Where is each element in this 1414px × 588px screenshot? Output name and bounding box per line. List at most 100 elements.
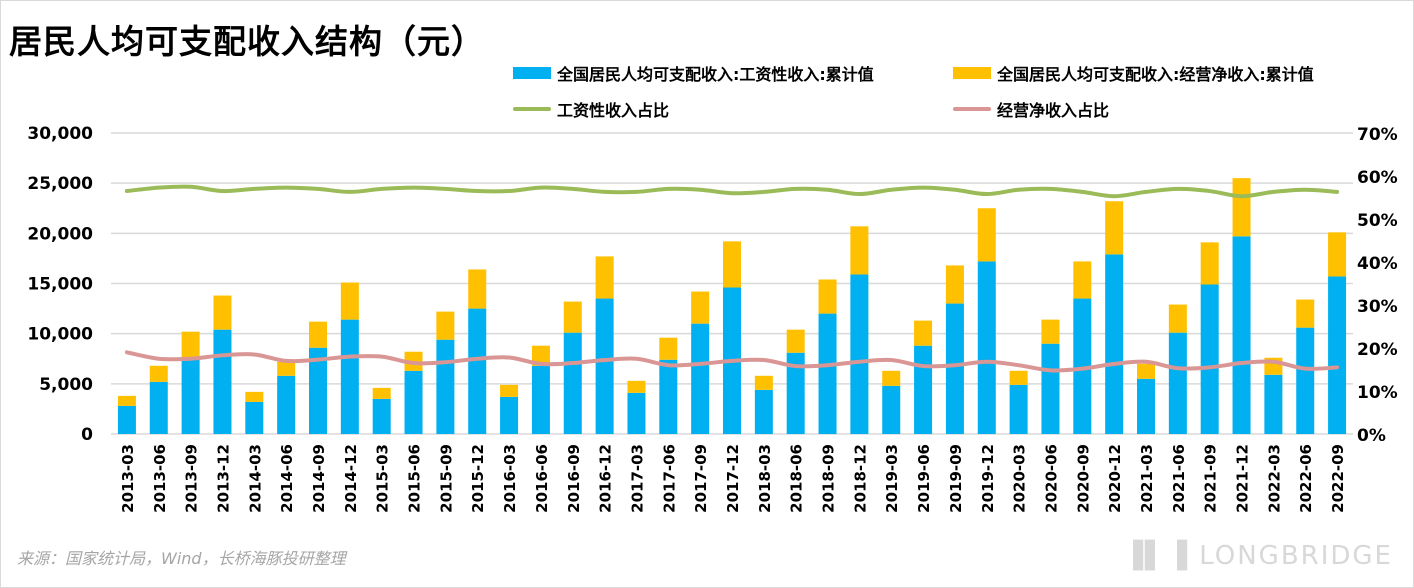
y2-tick-label: 20% — [1357, 340, 1398, 360]
bar-business — [627, 380, 646, 393]
bar-wage — [1041, 343, 1060, 434]
legend-swatch — [953, 107, 991, 111]
legend-item-business: 全国居民人均可支配收入:经营净收入:累计值 — [953, 61, 1314, 85]
bar-business — [309, 321, 327, 348]
x-tick-label: 2021-03 — [1138, 444, 1156, 513]
legend-label: 全国居民人均可支配收入:经营净收入:累计值 — [997, 65, 1314, 84]
bar-wage — [436, 339, 455, 434]
bar-business — [1009, 370, 1028, 385]
bar-wage — [1009, 384, 1028, 434]
bar-business — [1105, 201, 1124, 255]
bar-wage — [531, 365, 550, 434]
x-tick-label: 2015-09 — [437, 444, 455, 513]
bar-wage — [1105, 254, 1124, 434]
x-tick-label: 2020-12 — [1106, 444, 1124, 513]
x-tick-label: 2022-03 — [1265, 444, 1283, 513]
bar-wage — [500, 396, 519, 434]
bar-wage — [117, 405, 136, 434]
x-tick-label: 2016-06 — [533, 444, 551, 513]
bar-wage — [309, 347, 327, 434]
bar-business — [245, 391, 264, 402]
bar-business — [1137, 363, 1155, 379]
y-tick-label: 20,000 — [27, 224, 93, 244]
x-tick-label: 2018-03 — [756, 444, 774, 513]
bar-wage — [149, 381, 168, 434]
x-tick-label: 2020-03 — [1011, 444, 1029, 513]
x-tick-label: 2014-12 — [342, 444, 360, 513]
y2-tick-label: 40% — [1357, 254, 1398, 274]
bar-wage — [627, 392, 646, 434]
x-tick-label: 2020-09 — [1074, 444, 1092, 513]
bar-business — [882, 370, 901, 386]
x-tick-label: 2014-06 — [278, 444, 296, 513]
bar-business — [786, 329, 805, 353]
bar-business — [372, 387, 391, 399]
x-tick-label: 2021-06 — [1170, 444, 1188, 513]
bar-wage — [1200, 284, 1219, 434]
y2-tick-label: 50% — [1357, 211, 1398, 231]
bar-wage — [245, 401, 264, 434]
line-business-share — [124, 350, 1340, 373]
bar-business — [723, 241, 741, 288]
y-tick-label: 15,000 — [27, 275, 93, 295]
x-tick-label: 2016-12 — [597, 444, 615, 513]
x-tick-label: 2022-06 — [1297, 444, 1315, 513]
bar-business — [945, 265, 964, 304]
x-tick-label: 2017-09 — [692, 444, 710, 513]
bar-business — [850, 226, 869, 275]
bar-business — [563, 301, 582, 333]
y-tick-label: 30,000 — [27, 124, 93, 144]
bar-wage — [595, 298, 614, 434]
bar-business — [659, 337, 678, 360]
bar-business — [977, 208, 996, 262]
x-tick-label: 2018-12 — [851, 444, 869, 513]
legend-label: 经营净收入占比 — [997, 101, 1110, 120]
bar-wage — [1296, 327, 1315, 434]
bar-wage — [691, 323, 710, 434]
x-tick-label: 2018-09 — [820, 444, 838, 513]
x-tick-label: 2017-03 — [628, 444, 646, 513]
x-tick-label: 2016-09 — [565, 444, 583, 513]
legend-label: 工资性收入占比 — [557, 101, 670, 120]
bar-business — [340, 282, 359, 320]
bar-wage — [213, 329, 232, 434]
line-wage-share — [124, 184, 1340, 199]
bar-wage — [277, 375, 296, 434]
legend-item-wage-share: 工资性收入占比 — [513, 97, 669, 121]
x-tick-label: 2013-06 — [151, 444, 169, 513]
bar-business — [1328, 232, 1347, 277]
x-tick-label: 2019-03 — [883, 444, 901, 513]
bar-business — [1200, 242, 1219, 285]
bar-business — [1168, 304, 1187, 333]
bar-wage — [914, 345, 933, 434]
x-tick-label: 2017-06 — [660, 444, 678, 513]
bar-business — [436, 311, 455, 340]
y2-tick-label: 10% — [1357, 383, 1398, 403]
x-tick-label: 2019-12 — [979, 444, 997, 513]
legend-swatch — [953, 67, 991, 79]
bar-business — [914, 320, 933, 346]
bar-wage — [754, 389, 773, 434]
x-tick-label: 2020-06 — [1042, 444, 1060, 513]
bar-wage — [1137, 378, 1155, 434]
bar-business — [595, 256, 614, 299]
x-tick-label: 2021-12 — [1234, 444, 1252, 513]
x-tick-label: 2013-03 — [119, 444, 137, 513]
x-tick-label: 2015-06 — [406, 444, 424, 513]
x-tick-label: 2014-09 — [310, 444, 328, 513]
x-tick-label: 2017-12 — [724, 444, 742, 513]
legend-item-business-share: 经营净收入占比 — [953, 97, 1109, 121]
x-tick-label: 2015-03 — [374, 444, 392, 513]
bar-business — [213, 295, 232, 330]
legend-swatch — [513, 67, 551, 79]
x-tick-label: 2014-03 — [246, 444, 264, 513]
bar-business — [1232, 178, 1251, 237]
y2-tick-label: 0% — [1357, 426, 1386, 446]
bar-business — [1041, 319, 1060, 344]
legend-label: 全国居民人均可支配收入:工资性收入:累计值 — [557, 65, 874, 84]
bar-wage — [181, 357, 200, 434]
bar-business — [531, 345, 550, 366]
y2-tick-label: 60% — [1357, 168, 1398, 188]
